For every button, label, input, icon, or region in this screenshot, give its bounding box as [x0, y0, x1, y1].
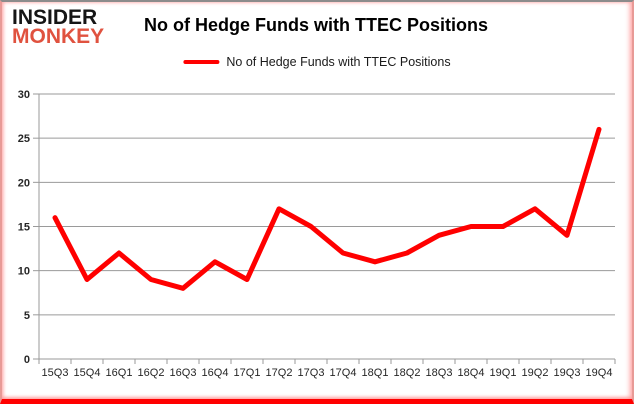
y-tick-label: 10	[18, 266, 30, 278]
y-tick-label: 25	[18, 133, 30, 145]
chart-line	[52, 126, 602, 291]
y-tick-label: 30	[18, 89, 30, 101]
y-tick-label: 0	[24, 354, 30, 366]
y-tick-label: 5	[24, 310, 30, 322]
x-tick-label: 16Q1	[106, 367, 133, 379]
x-tick-label: 19Q1	[490, 367, 517, 379]
x-tick-label: 18Q1	[362, 367, 389, 379]
x-tick-label: 15Q3	[42, 367, 69, 379]
x-tick-label: 18Q3	[426, 367, 453, 379]
legend: No of Hedge Funds with TTEC Positions	[183, 55, 451, 69]
legend-label: No of Hedge Funds with TTEC Positions	[226, 55, 451, 69]
x-tick-label: 16Q2	[138, 367, 165, 379]
line-chart: 0 5 10 15 20 25 30 15Q3 15Q4 16Q1 16Q2 16Q3 16Q4 17Q1…	[18, 89, 616, 379]
x-tick-label: 19Q4	[586, 367, 613, 379]
x-tick-label: 16Q3	[170, 367, 197, 379]
x-tick-label: 17Q4	[330, 367, 357, 379]
x-tick-label: 16Q4	[202, 367, 229, 379]
x-tick-label: 15Q4	[74, 367, 101, 379]
x-tick-label: 18Q2	[394, 367, 421, 379]
chart-title: No of Hedge Funds with TTEC Positions	[144, 15, 488, 35]
y-tick-label: 20	[18, 177, 30, 189]
x-tick-label: 17Q3	[298, 367, 325, 379]
x-tick-label: 18Q4	[458, 367, 485, 379]
x-tick-label: 19Q3	[554, 367, 581, 379]
x-tick-label: 17Q2	[266, 367, 293, 379]
insider-monkey-logo: INSIDER MONKEY	[12, 6, 105, 49]
logo-text-monkey: MONKEY	[12, 25, 105, 49]
y-tick-label: 15	[18, 222, 30, 234]
x-tick-label: 19Q2	[522, 367, 549, 379]
x-tick-label: 17Q1	[234, 367, 261, 379]
legend-line-swatch	[183, 60, 220, 64]
logo-text-insider: INSIDER	[12, 6, 98, 29]
